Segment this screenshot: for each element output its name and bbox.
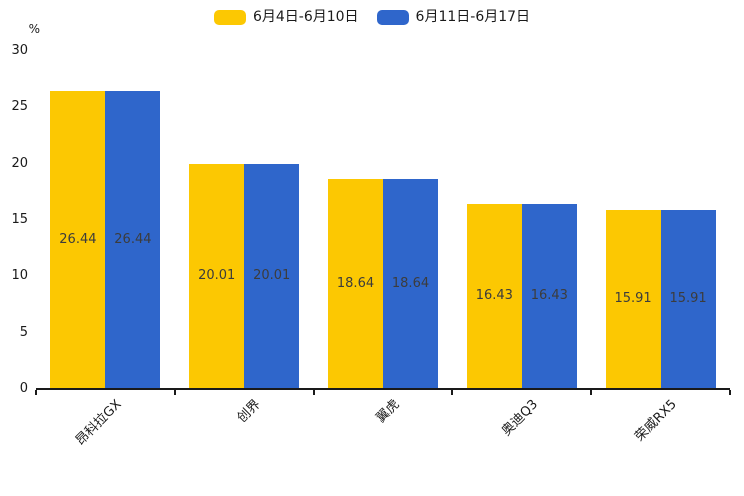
bar-value-label: 16.43 [475,288,513,304]
legend-swatch-icon [376,9,409,25]
x-axis-tick [590,390,593,395]
y-tick-label: 25 [11,99,28,115]
x-axis-tick [729,390,731,395]
legend-item-series-2: 6月11日-6月17日 [376,8,531,26]
bar-荣威RX5-series-1: 15.91 [605,209,661,389]
legend-label: 6月4日-6月10日 [252,9,359,25]
x-category-label-1: 昂科拉GX [73,397,126,449]
bar-翼虎-series-1: 18.64 [328,178,383,389]
x-category-label-4: 奥迪Q3 [499,397,542,440]
bar-奥迪Q3-series-2: 16.43 [521,203,577,389]
bar-value-label: 18.64 [391,275,430,291]
legend-item-series-1: 6月4日-6月10日 [213,8,359,26]
x-axis-tick [312,390,315,395]
y-tick-label: 15 [11,212,28,227]
bar-value-label: 16.43 [530,288,568,304]
bar-昂科拉GX-series-2: 26.44 [105,91,161,389]
chart-legend: 6月4日-6月10日 6月11日-6月17日 [0,8,744,26]
bar-荣威RX5-series-2: 15.91 [660,209,716,389]
y-tick-label: 30 [11,43,28,58]
y-tick-label: 5 [19,324,28,340]
x-axis-line [36,388,730,390]
bar-value-label: 20.01 [253,268,291,284]
bar-value-label: 18.64 [336,275,375,291]
bar-翼虎-series-2: 18.64 [383,178,438,389]
x-category-label-3: 翼虎 [373,397,403,427]
x-axis-tick [173,390,176,395]
bar-value-label: 20.01 [198,268,236,284]
bar-创界-series-1: 20.01 [189,163,245,389]
bar-value-label: 26.44 [59,232,97,248]
x-category-label-2: 创界 [234,397,264,427]
bar-昂科拉GX-series-1: 26.44 [50,91,106,389]
x-category-label-5: 荣威RX5 [632,397,681,445]
legend-swatch-icon [213,9,246,25]
y-axis-unit-label: % [28,22,40,36]
y-tick-label: 10 [11,268,28,284]
x-axis-tick [35,390,37,395]
legend-label: 6月11日-6月17日 [415,9,531,25]
bar-value-label: 15.91 [669,291,707,307]
bar-value-label: 15.91 [614,291,652,307]
y-tick-label: 20 [11,155,28,171]
bar-奥迪Q3-series-1: 16.43 [466,203,522,389]
x-axis-tick [451,390,454,395]
bar-value-label: 26.44 [114,232,152,248]
y-tick-label: 0 [19,381,28,396]
bar-创界-series-2: 20.01 [244,163,300,389]
